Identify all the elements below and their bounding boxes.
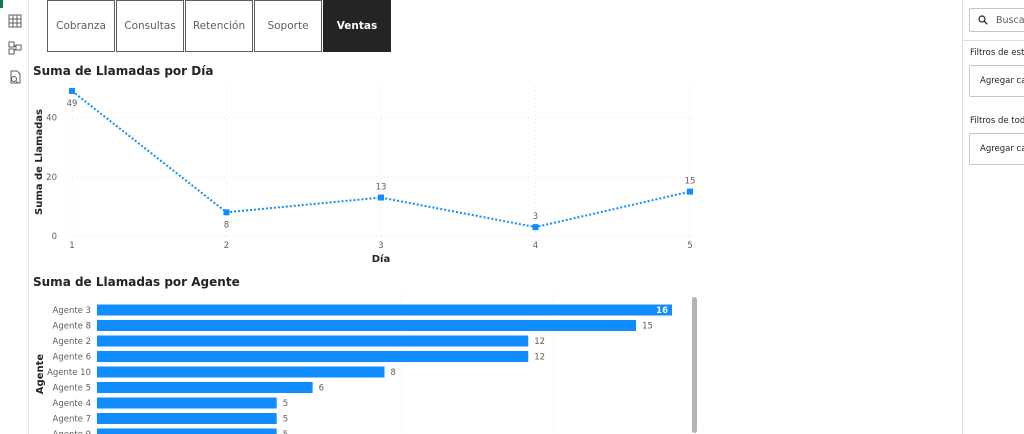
active-view-indicator xyxy=(0,0,3,8)
bar-chart[interactable]: Agente 3 16 Agente 8 15 Agente 2 12 Agente 6 12… xyxy=(29,292,694,434)
data-label: 16 xyxy=(656,306,668,316)
data-label: 15 xyxy=(642,322,653,332)
y-tick-label: 20 xyxy=(46,173,57,183)
category-label: Agente 4 xyxy=(53,399,92,409)
bar xyxy=(97,320,637,331)
bar-chart-title: Suma de Llamadas por Agente xyxy=(33,275,240,289)
data-label: 3 xyxy=(533,212,538,222)
view-rail xyxy=(0,0,29,434)
data-label: 5 xyxy=(283,415,288,425)
line-chart-title: Suma de Llamadas por Día xyxy=(33,64,214,78)
data-label: 13 xyxy=(376,183,387,193)
tile-cobranza[interactable]: Cobranza xyxy=(47,0,115,52)
data-point xyxy=(532,224,539,231)
data-point xyxy=(223,209,230,216)
series-line xyxy=(71,90,691,229)
x-tick-label: 3 xyxy=(378,241,383,251)
bar xyxy=(97,335,529,347)
all-pages-filters-label: Filtros de todas las páginas xyxy=(970,116,1024,126)
tile-retencion[interactable]: Retención xyxy=(185,0,253,52)
filters-search-input[interactable]: Buscar xyxy=(969,8,1024,32)
category-label: Agente 8 xyxy=(53,322,92,332)
data-label: 5 xyxy=(283,399,288,409)
report-canvas: Cobranza Consultas Retención Soporte Ven… xyxy=(29,0,962,434)
data-label: 8 xyxy=(224,220,229,230)
tile-ventas[interactable]: Ventas xyxy=(323,0,391,52)
search-icon xyxy=(978,15,988,25)
category-label: Agente 6 xyxy=(53,353,92,363)
data-label: 12 xyxy=(534,337,545,347)
data-point xyxy=(69,88,75,94)
bar xyxy=(97,382,313,393)
filters-pane: Buscar Filtros de esta página Agregar ca… xyxy=(962,0,1024,434)
y-axis-title: Agente xyxy=(35,354,46,395)
y-tick-label: 0 xyxy=(52,232,57,242)
page-filters-label: Filtros de esta página xyxy=(970,48,1024,58)
x-tick-label: 4 xyxy=(533,241,538,251)
search-placeholder: Buscar xyxy=(996,14,1024,26)
x-tick-label: 2 xyxy=(224,241,229,251)
data-label: 8 xyxy=(391,368,396,378)
x-axis-title: Día xyxy=(372,253,390,265)
data-label: 12 xyxy=(534,353,545,363)
data-point xyxy=(687,188,693,195)
y-axis-title: Suma de Llamadas xyxy=(34,109,45,215)
data-label: 49 xyxy=(67,99,78,109)
data-point xyxy=(378,194,384,201)
category-label: Agente 3 xyxy=(53,306,92,316)
y-tick-label: 40 xyxy=(46,114,57,124)
tile-soporte[interactable]: Soporte xyxy=(254,0,322,52)
bar xyxy=(97,413,277,424)
x-tick-label: 5 xyxy=(687,241,692,251)
filters-divider xyxy=(963,40,1024,41)
category-label: Agente 9 xyxy=(53,430,92,434)
category-label: Agente 10 xyxy=(47,368,91,378)
all-pages-filters-dropzone[interactable]: Agregar campos de datos aquí xyxy=(969,133,1024,165)
bar-chart-scrollbar[interactable] xyxy=(692,297,697,433)
category-label: Agente 5 xyxy=(53,384,92,394)
bar xyxy=(97,428,277,434)
page-filters-dropzone[interactable]: Agregar campos de datos aquí xyxy=(969,65,1024,97)
category-label: Agente 2 xyxy=(53,337,92,347)
table-view-icon[interactable] xyxy=(8,14,22,28)
tile-consultas[interactable]: Consultas xyxy=(116,0,184,52)
data-label: 6 xyxy=(319,384,324,394)
bar xyxy=(97,304,672,316)
model-view-icon[interactable] xyxy=(8,41,22,55)
data-label: 15 xyxy=(685,177,696,187)
category-label: Agente 7 xyxy=(53,415,92,425)
slicer-tiles: Cobranza Consultas Retención Soporte Ven… xyxy=(47,0,392,52)
dax-query-icon[interactable] xyxy=(8,70,22,84)
bar xyxy=(97,397,277,409)
data-label: 5 xyxy=(283,430,288,434)
bar xyxy=(97,351,529,362)
line-chart[interactable]: 1 2 3 4 5 0 20 40 49 8 13 3 15 Día Suma de Llamadas xyxy=(29,80,709,268)
x-tick-label: 1 xyxy=(69,241,74,251)
bar xyxy=(97,366,385,378)
